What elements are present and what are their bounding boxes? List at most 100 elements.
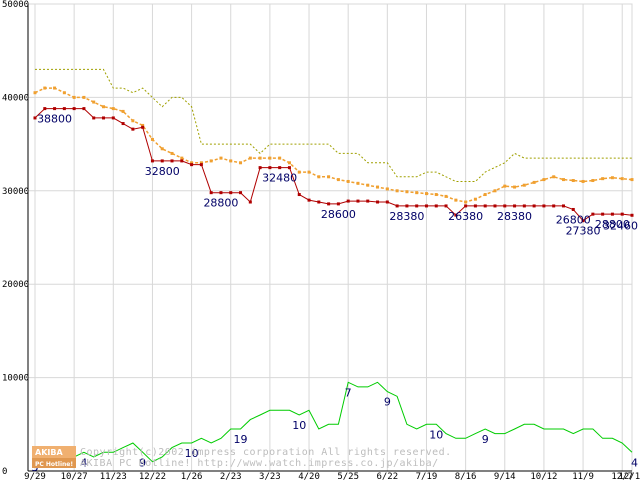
akiba-logo-top-text: AKIBA (35, 448, 63, 457)
series-point-avg (82, 95, 86, 99)
series-point-min (102, 116, 106, 120)
series-point-avg (199, 161, 203, 165)
series-point-min (483, 204, 487, 208)
series-point-min (444, 204, 448, 208)
series-point-avg (415, 191, 419, 195)
series-point-min (111, 116, 115, 120)
series-point-avg (542, 178, 546, 182)
series-point-avg (336, 178, 340, 182)
data-label-min: 32800 (145, 165, 180, 178)
series-line-avg (34, 87, 633, 203)
series-point-min (131, 127, 135, 131)
x-tick-label: 4/20 (298, 472, 320, 480)
series-point-avg (630, 178, 634, 182)
series-point-avg (376, 185, 380, 189)
data-label-min: 26380 (448, 210, 483, 223)
series-point-avg (601, 177, 605, 181)
y-tick-label: 0 (2, 467, 7, 477)
series-point-avg (473, 197, 477, 201)
series-point-avg (513, 185, 517, 189)
series-point-min (258, 166, 262, 170)
data-label-min: 26800 (556, 213, 591, 226)
series-point-min (150, 159, 154, 163)
series-point-avg (229, 159, 233, 163)
series-point-min (620, 212, 624, 216)
series-point-min (434, 204, 438, 208)
series-point-min (82, 107, 86, 111)
y-tick-label: 40000 (2, 93, 29, 103)
series-point-min (141, 125, 145, 129)
series-point-min (415, 204, 419, 208)
x-tick-label: 3/23 (259, 472, 281, 480)
series-point-min (180, 159, 184, 163)
series-point-avg (366, 183, 370, 187)
data-label-min: 28800 (203, 197, 238, 210)
series-point-min (513, 204, 517, 208)
series-point-avg (278, 156, 282, 160)
data-label-min: 32480 (262, 172, 297, 185)
data-labels-layer: 38800 32800 28800 32480 28600 28380 26380 28380… (32, 113, 639, 474)
series-point-avg (219, 156, 223, 160)
y-tick-label: 30000 (2, 187, 29, 197)
series-point-avg (444, 194, 448, 198)
y-tick-label: 50000 (2, 0, 29, 10)
series-point-min (229, 191, 233, 195)
data-label-shops: 9 (482, 433, 489, 446)
chart-grid (27, 3, 633, 472)
series-point-min (561, 204, 565, 208)
series-point-min (473, 204, 477, 208)
series-line-max (35, 68, 632, 182)
plot-frame (27, 3, 633, 472)
data-label-shops: 7 (345, 386, 352, 399)
series-point-min (346, 199, 350, 203)
series-point-avg (307, 170, 311, 174)
data-label-shops: 10 (185, 447, 199, 460)
akiba-logo-bottom-bg (32, 458, 76, 468)
series-point-avg (454, 198, 458, 202)
series-point-min (327, 202, 331, 206)
series-point-avg (346, 179, 350, 183)
hotline-watermark: AKIBA PC Hotline! http://www.watch.impre… (80, 458, 439, 469)
series-point-avg (53, 86, 57, 90)
series-point-min (190, 163, 194, 167)
series-point-avg (180, 156, 184, 160)
series-point-avg (561, 178, 565, 182)
series-point-avg (327, 175, 331, 179)
series-point-min (356, 199, 360, 203)
series-point-min (405, 204, 409, 208)
series-point-min (336, 202, 340, 206)
data-label-min: 27380 (566, 225, 601, 238)
series-point-min (199, 163, 203, 167)
series-point-avg (591, 179, 595, 183)
series-point-avg (503, 184, 507, 188)
series-line-shops (35, 381, 633, 463)
series-point-min (33, 116, 37, 120)
x-tick-label: 7/19 (416, 472, 438, 480)
series-point-min (317, 200, 321, 204)
series-point-min (591, 212, 595, 216)
series-point-min (503, 204, 507, 208)
series-point-avg (571, 179, 575, 183)
series-line-min (34, 108, 633, 222)
series-point-avg (150, 137, 154, 141)
series-point-min (522, 204, 526, 208)
series-point-min (532, 204, 536, 208)
series-point-avg (424, 192, 428, 196)
series-point-avg (483, 193, 487, 197)
series-point-avg (62, 91, 66, 95)
series-point-min (209, 191, 213, 195)
y-tick-label: 20000 (2, 280, 29, 290)
x-tick-label: 2/23 (220, 472, 242, 480)
series-point-min (287, 166, 291, 170)
series-point-avg (287, 161, 291, 165)
series-point-min (248, 200, 252, 204)
series-point-avg (111, 107, 115, 111)
series-point-min (366, 199, 370, 203)
series-point-avg (532, 180, 536, 184)
series-point-min (72, 107, 76, 111)
series-point-min (376, 200, 380, 204)
data-label-shops: 10 (429, 428, 443, 441)
series-point-min (268, 166, 272, 170)
series-point-avg (239, 161, 243, 165)
data-label-min: 28600 (321, 208, 356, 221)
